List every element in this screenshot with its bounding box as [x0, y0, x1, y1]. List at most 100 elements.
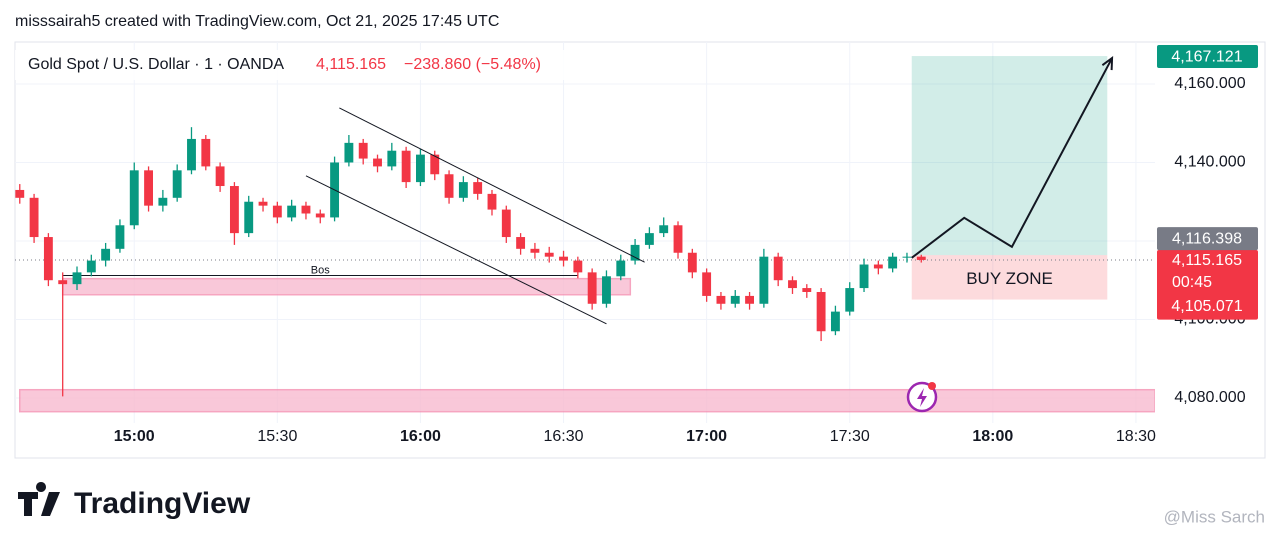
x-tick-label: 15:30 [257, 428, 297, 445]
logo [18, 482, 60, 516]
candle-body [201, 138, 211, 167]
candle-body [644, 233, 654, 245]
candle-body [544, 252, 554, 257]
candle-body [501, 209, 511, 238]
x-tick-label: 15:00 [114, 428, 155, 445]
candle-body [86, 260, 96, 273]
price-tags: 4,167.121 4,116.398 4,115.165 00:45 4,105.07… [1157, 45, 1258, 320]
candle-body [172, 170, 182, 198]
candle-body [859, 264, 869, 289]
candles [15, 127, 926, 397]
candle-body [659, 225, 669, 234]
candle-body [158, 197, 168, 206]
candle-body [716, 295, 726, 304]
candle-body [573, 260, 583, 273]
channel-line [339, 107, 645, 263]
candle-body [616, 260, 626, 277]
last-price: 4,115.165 [316, 56, 386, 73]
watermark: @Miss Sarch [1164, 507, 1265, 526]
candle-body [387, 150, 397, 167]
x-tick-label: 17:30 [830, 428, 870, 445]
candle-body [401, 150, 411, 183]
y-tick-label: 4,080.000 [1174, 389, 1245, 406]
price-tag-bg [1157, 249, 1258, 320]
price-tag-label: 4,116.398 [1172, 230, 1242, 247]
logo-text: TradingView [74, 487, 251, 520]
attribution: misssairah5 created with TradingView.com… [15, 13, 499, 30]
candle-body [58, 280, 68, 285]
price-tag-label: 4,115.165 [1172, 252, 1242, 269]
candle-body [287, 205, 297, 218]
candle-body [516, 237, 526, 249]
candle-body [630, 244, 640, 261]
candle-body [430, 154, 440, 175]
candle-body [215, 166, 225, 187]
candle-body [315, 213, 325, 218]
price-tag-bg [1157, 227, 1258, 251]
candle-body [745, 295, 754, 304]
candle-body [759, 256, 769, 304]
candle-body [129, 170, 139, 226]
candle-body [344, 142, 354, 163]
price-tag-label: 4,105.071 [1171, 298, 1242, 315]
candle-body [244, 201, 254, 234]
chart-frame [14, 41, 1266, 459]
candle-body [845, 288, 855, 312]
candle-body [416, 154, 425, 183]
price-tag-label: 4,167.121 [1171, 48, 1242, 65]
candle-body [559, 256, 568, 261]
candle-body [916, 256, 926, 260]
candle-body [115, 225, 125, 249]
candle-body [272, 205, 282, 218]
candle-body [888, 256, 898, 269]
zone [61, 277, 632, 296]
bos-label: Bos [311, 264, 330, 276]
candle-body [687, 252, 697, 273]
candle-body [258, 201, 268, 206]
arrow-head [1101, 56, 1114, 71]
candle-body [72, 272, 82, 285]
candle-body [187, 138, 196, 171]
x-tick-label: 16:00 [400, 428, 441, 445]
candle-body [587, 272, 597, 304]
candle-body [902, 256, 912, 258]
candle-body [673, 225, 683, 253]
zone [19, 388, 1155, 413]
projection-path [911, 57, 1113, 259]
candle-body [602, 276, 611, 304]
alert-bolt [917, 388, 927, 407]
candle-body [487, 193, 497, 210]
candle-body [788, 280, 797, 289]
candle-body [301, 205, 311, 214]
candle-body [373, 158, 382, 167]
candle-body [29, 197, 39, 238]
y-tick-label: 4,160.000 [1174, 75, 1245, 92]
channel-line [305, 175, 607, 325]
candle-body [43, 237, 53, 281]
candle-body [702, 272, 712, 296]
change: −238.860 (−5.48%) [404, 56, 541, 73]
candle-body [816, 291, 826, 332]
x-tick-label: 16:30 [544, 428, 584, 445]
alert-icon[interactable] [906, 381, 938, 413]
x-tick-label: 17:00 [686, 428, 727, 445]
candle-body [144, 170, 153, 206]
candle-body [358, 142, 368, 159]
candle-body [473, 182, 483, 194]
candle-body [773, 256, 783, 281]
candle-body [444, 174, 454, 198]
stop-zone [911, 255, 1108, 300]
countdown: 00:45 [1172, 274, 1212, 291]
candle-body [873, 264, 883, 269]
candle-body [530, 248, 540, 253]
buy-zone-label: BUY ZONE [966, 269, 1053, 288]
candle-body [730, 295, 740, 304]
candle-body [101, 248, 111, 261]
price-tag-bg [1157, 45, 1258, 69]
x-tick-label: 18:00 [972, 428, 1013, 445]
symbol: Gold Spot / U.S. Dollar · 1 · OANDA [28, 56, 284, 73]
legend-bg [15, 50, 570, 80]
candle-body [229, 186, 239, 234]
drawings: Bos [15, 56, 1155, 413]
